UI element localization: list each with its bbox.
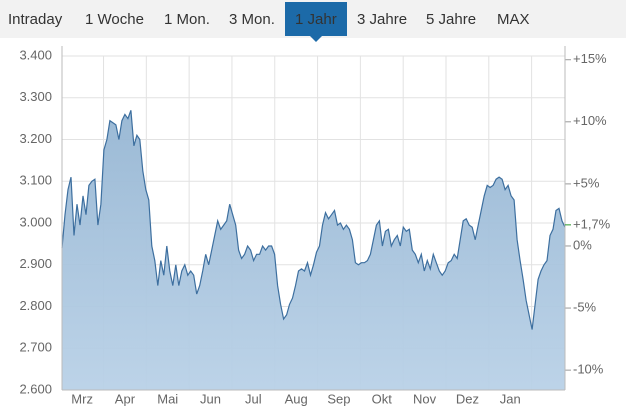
- y-tick-label: 3.400: [19, 47, 52, 62]
- y2-tick-label: +15%: [573, 51, 607, 66]
- y-tick-label: 2.800: [19, 298, 52, 313]
- active-tab[interactable]: [285, 2, 347, 36]
- tab[interactable]: 1 Mon.: [164, 11, 210, 28]
- y2-tick-label: -5%: [573, 299, 597, 314]
- x-tick-label: Dez: [456, 391, 479, 406]
- y2-tick-label: 0%: [573, 237, 592, 252]
- x-tick-label: Mai: [157, 391, 178, 406]
- x-tick-label: Nov: [413, 391, 437, 406]
- tab[interactable]: 5 Jahre: [426, 11, 476, 28]
- y2-tick-label: +10%: [573, 113, 607, 128]
- x-tick-label: Apr: [115, 391, 136, 406]
- y-tick-label: 3.100: [19, 173, 52, 188]
- y-tick-label: 2.900: [19, 256, 52, 271]
- y-tick-label: 3.300: [19, 89, 52, 104]
- tab[interactable]: Intraday: [8, 11, 63, 28]
- active-tab-arrow: [310, 36, 322, 42]
- x-tick-label: Okt: [372, 391, 393, 406]
- tab[interactable]: 3 Jahre: [357, 11, 407, 28]
- line: [61, 110, 566, 330]
- y-tick-label: 3.200: [19, 131, 52, 146]
- tab[interactable]: MAX: [497, 11, 530, 28]
- y2-tick-label: -10%: [573, 362, 604, 377]
- x-tick-label: Mrz: [71, 391, 93, 406]
- y-tick-label: 2.600: [19, 381, 52, 396]
- x-tick-label: Jun: [200, 391, 221, 406]
- tab[interactable]: 1 Jahr: [295, 11, 337, 28]
- x-tick-label: Aug: [285, 391, 308, 406]
- y2-tick-label: +5%: [573, 175, 600, 190]
- tab[interactable]: 1 Woche: [85, 11, 144, 28]
- x-tick-label: Jul: [245, 391, 262, 406]
- y-tick-label: 3.000: [19, 214, 52, 229]
- change-label: +1,7%: [573, 216, 611, 231]
- tab[interactable]: 3 Mon.: [229, 11, 275, 28]
- x-tick-label: Jan: [500, 391, 521, 406]
- area: [62, 110, 565, 391]
- y-tick-label: 2.700: [19, 340, 52, 355]
- x-tick-label: Sep: [327, 391, 350, 406]
